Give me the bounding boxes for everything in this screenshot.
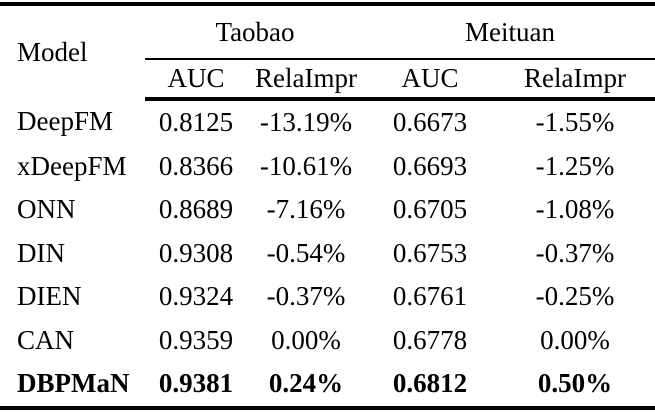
value-cell: 0.00% xyxy=(271,324,341,355)
value-cell: 0.50% xyxy=(537,368,613,399)
value-cell: -1.25% xyxy=(535,150,615,181)
value-cell: 0.24% xyxy=(268,368,344,399)
col-header-meituan-auc: AUC xyxy=(365,59,496,101)
model-name-cell: DIEN xyxy=(17,281,82,312)
value-cell: 0.6705 xyxy=(392,194,468,225)
table-row: xDeepFM 0.8366 -10.61% 0.6693 -1.25% xyxy=(0,145,655,189)
group-header-row: Model Taobao Meituan xyxy=(0,4,655,66)
table-row: ONN 0.8689 -7.16% 0.6705 -1.08% xyxy=(0,188,655,232)
value-cell: -0.37% xyxy=(535,237,615,268)
metric-header-row: AUC RelaImpr AUC RelaImpr xyxy=(0,59,655,101)
model-name-cell: xDeepFM xyxy=(17,150,127,181)
value-cell: -0.25% xyxy=(535,281,615,312)
value-cell: 0.00% xyxy=(540,324,610,355)
value-cell: 0.6812 xyxy=(392,368,468,399)
value-cell: 0.8689 xyxy=(158,194,234,225)
value-cell: 0.8366 xyxy=(158,150,234,181)
table-row: CAN 0.9359 0.00% 0.6778 0.00% xyxy=(0,319,655,363)
model-name-cell: DIN xyxy=(17,237,65,268)
table-row: DBPMaN 0.9381 0.24% 0.6812 0.50% xyxy=(0,362,655,408)
value-cell: -10.61% xyxy=(259,150,353,181)
value-cell: 0.6753 xyxy=(392,237,468,268)
value-cell: 0.9308 xyxy=(158,237,234,268)
value-cell: 0.8125 xyxy=(158,107,234,138)
value-cell: 0.6761 xyxy=(392,281,468,312)
table-row: DIN 0.9308 -0.54% 0.6753 -0.37% xyxy=(0,232,655,276)
value-cell: -7.16% xyxy=(266,194,346,225)
col-header-taobao-relaimpr: RelaImpr xyxy=(247,59,366,101)
value-cell: 0.6778 xyxy=(392,324,468,355)
value-cell: 0.6693 xyxy=(392,150,468,181)
table-row: DIEN 0.9324 -0.37% 0.6761 -0.25% xyxy=(0,275,655,319)
col-header-taobao-auc: AUC xyxy=(145,59,247,101)
table-row: DeepFM 0.8125 -13.19% 0.6673 -1.55% xyxy=(0,99,655,145)
model-name-cell: DeepFM xyxy=(17,106,113,137)
value-cell: -0.37% xyxy=(266,281,346,312)
table-header: Model Taobao Meituan AUC RelaImpr AUC Re… xyxy=(0,4,655,101)
value-cell: -13.19% xyxy=(259,107,353,138)
model-name-cell: CAN xyxy=(17,324,75,355)
value-cell: 0.6673 xyxy=(392,107,468,138)
model-name-cell: ONN xyxy=(17,194,76,225)
value-cell: 0.9359 xyxy=(158,324,234,355)
value-cell: 0.9381 xyxy=(158,368,234,399)
col-header-meituan-relaimpr: RelaImpr xyxy=(495,59,655,101)
group-header-taobao: Taobao xyxy=(145,4,366,60)
model-name-cell: DBPMaN xyxy=(17,368,130,399)
value-cell: -1.08% xyxy=(535,194,615,225)
group-header-meituan: Meituan xyxy=(365,4,655,60)
model-column-header: Model xyxy=(17,37,88,67)
value-cell: -1.55% xyxy=(535,107,615,138)
value-cell: 0.9324 xyxy=(158,281,234,312)
table-body: DeepFM 0.8125 -13.19% 0.6673 -1.55% xDeepFM 0.… xyxy=(0,99,655,408)
value-cell: -0.54% xyxy=(266,237,346,268)
